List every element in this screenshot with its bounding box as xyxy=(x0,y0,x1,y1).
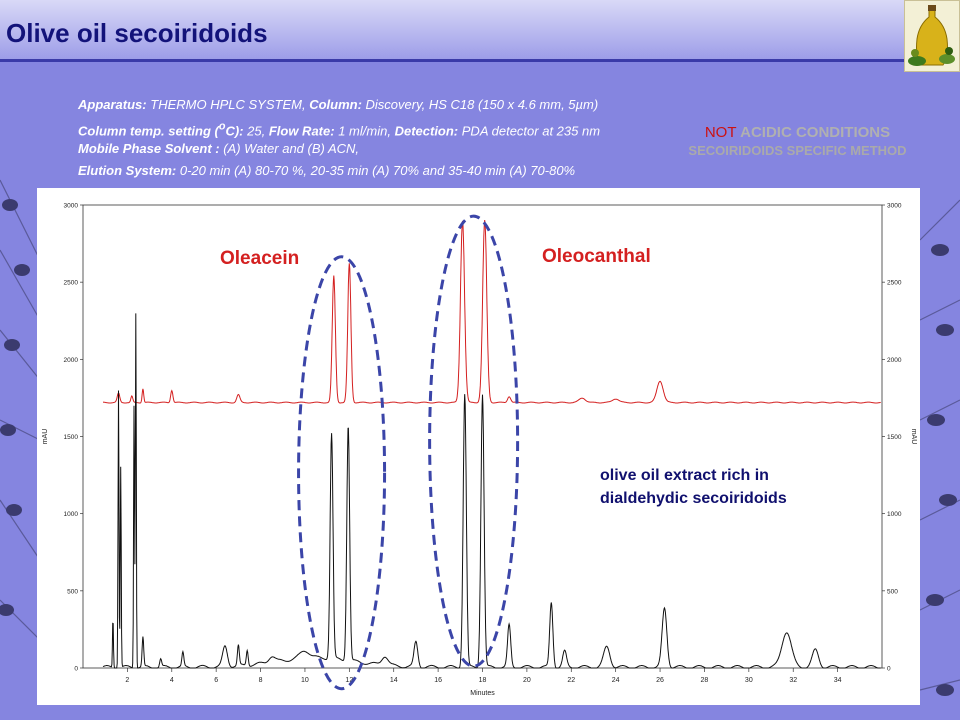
flow-colon: : xyxy=(330,123,335,139)
solvent-label: Mobile Phase Solvent : xyxy=(78,141,220,156)
temp-degree: o xyxy=(218,121,226,133)
info-temperature: Column temp. setting (oC): 25, Flow Rate… xyxy=(78,116,758,138)
y-tick-label-left: 0 xyxy=(74,666,78,673)
temp-value: 25, xyxy=(247,123,266,139)
annotation-extract-line1: olive oil extract rich in xyxy=(600,467,769,484)
column-label: Column: xyxy=(309,97,362,112)
detection-value: PDA detector at 235 nm xyxy=(461,123,601,139)
x-tick-label: 24 xyxy=(612,677,620,684)
info-apparatus: Apparatus: THERMO HPLC SYSTEM, Column: D… xyxy=(78,94,758,116)
y-axis-label-left: mAU xyxy=(42,429,49,445)
y-tick-label-left: 1000 xyxy=(64,511,79,518)
x-tick-label: 22 xyxy=(567,677,575,684)
x-tick-label: 14 xyxy=(390,677,398,684)
x-axis-label: Minutes xyxy=(470,690,495,697)
x-tick-label: 30 xyxy=(745,677,753,684)
x-tick-label: 6 xyxy=(214,677,218,684)
y-tick-label-left: 3000 xyxy=(64,203,79,210)
x-tick-label: 16 xyxy=(434,677,442,684)
x-tick-label: 34 xyxy=(834,677,842,684)
x-tick-label: 12 xyxy=(345,677,353,684)
annotation-oleocanthal: Oleocanthal xyxy=(542,246,651,267)
x-tick-label: 18 xyxy=(479,677,487,684)
info-solvent: Mobile Phase Solvent : (A) Water and (B)… xyxy=(78,138,758,160)
y-tick-label-right: 1500 xyxy=(887,434,902,441)
column-value: Discovery, HS C18 (150 x 4.6 mm, 5µm) xyxy=(365,97,599,112)
y-tick-label-left: 1500 xyxy=(64,434,79,441)
olive-oil-logo xyxy=(904,0,960,72)
series-line-black xyxy=(102,313,881,669)
x-tick-label: 8 xyxy=(259,677,263,684)
y-tick-label-right: 3000 xyxy=(887,203,902,210)
slide-title: Olive oil secoiridoids xyxy=(6,18,268,48)
header-band xyxy=(0,0,960,60)
series-line-red xyxy=(103,219,881,404)
annotation-oleacein: Oleacein xyxy=(220,248,299,269)
x-tick-label: 4 xyxy=(170,677,174,684)
oleacein-dashed-ellipse xyxy=(297,255,387,691)
oleocanthal-dashed-ellipse xyxy=(428,214,520,668)
solvent-value: (A) Water and (B) ACN, xyxy=(223,141,360,156)
x-tick-label: 28 xyxy=(701,677,709,684)
method-info: Apparatus: THERMO HPLC SYSTEM, Column: D… xyxy=(78,94,758,182)
y-tick-label-right: 500 xyxy=(887,588,898,595)
y-tick-label-left: 500 xyxy=(67,588,78,595)
annotation-extract-line2: dialdehydic secoiridoids xyxy=(600,490,787,507)
title-underline xyxy=(0,59,905,62)
temp-label: Column temp. setting ( xyxy=(78,123,219,139)
method-note: NOT ACIDIC CONDITIONS SECOIRIDOIDS SPECI… xyxy=(660,124,935,160)
apparatus-value: THERMO HPLC SYSTEM, xyxy=(150,97,306,112)
temp-unit: C): xyxy=(225,123,244,139)
y-tick-label-left: 2000 xyxy=(64,357,79,364)
y-axis-label-right: mAU xyxy=(910,429,917,445)
y-tick-label-right: 0 xyxy=(887,666,891,673)
x-tick-label: 2 xyxy=(125,677,129,684)
note-acidic-conditions: ACIDIC CONDITIONS xyxy=(740,124,891,141)
x-tick-label: 26 xyxy=(656,677,664,684)
flow-value: 1 ml/min, xyxy=(338,123,391,139)
x-tick-label: 20 xyxy=(523,677,531,684)
apparatus-colon: : xyxy=(142,97,147,112)
y-tick-label-right: 2500 xyxy=(887,280,902,287)
note-line-2: SECOIRIDOIDS SPECIFIC METHOD xyxy=(688,143,907,158)
x-tick-label: 32 xyxy=(789,677,797,684)
note-not: NOT xyxy=(704,124,737,141)
y-tick-label-right: 2000 xyxy=(887,357,902,364)
x-tick-label: 10 xyxy=(301,677,309,684)
note-line-1: NOT ACIDIC CONDITIONS xyxy=(660,124,935,142)
y-tick-label-left: 2500 xyxy=(64,280,79,287)
elution-value: 0-20 min (A) 80-70 %, 20-35 min (A) 70% … xyxy=(179,163,576,178)
elution-label: Elution System: xyxy=(78,163,177,178)
chromatogram-panel: 2 4 6 8 10 12 14 16 18 20 22 24 26 28 30 32 34 0 0 500 500 10… xyxy=(37,188,920,705)
apparatus-label: Apparatus xyxy=(78,97,143,112)
detection-label: Detection: xyxy=(394,123,459,139)
y-tick-label-right: 1000 xyxy=(887,511,902,518)
info-elution: Elution System: 0-20 min (A) 80-70 %, 20… xyxy=(78,160,758,182)
flow-label: Flow Rate xyxy=(268,123,331,139)
